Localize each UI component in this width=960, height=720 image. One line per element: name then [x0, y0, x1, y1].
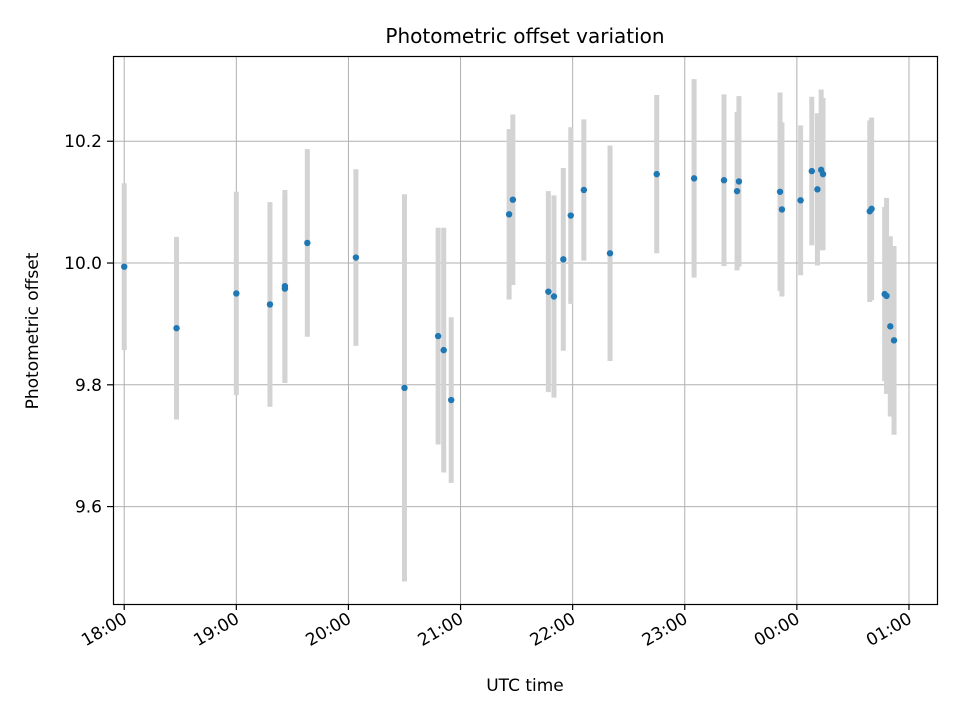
data-point	[173, 324, 180, 332]
data-point	[567, 212, 574, 219]
data-point	[266, 301, 274, 308]
data-point	[814, 186, 821, 193]
data-point	[550, 293, 558, 300]
data-point	[720, 177, 728, 184]
data-point	[447, 396, 455, 404]
data-point	[890, 337, 898, 344]
data-point	[778, 206, 786, 213]
data-points	[121, 166, 898, 404]
data-point	[560, 256, 567, 263]
data-point	[509, 196, 517, 203]
data-point	[580, 186, 588, 194]
data-point	[440, 346, 447, 354]
data-point	[733, 187, 741, 195]
data-point	[690, 175, 698, 182]
chart-title: Photometric offset variation	[385, 24, 664, 48]
data-point	[545, 288, 552, 295]
data-point	[505, 211, 513, 218]
data-point	[776, 188, 784, 195]
data-point	[352, 254, 360, 261]
y-tick-label: 10.0	[64, 254, 102, 274]
data-point	[401, 384, 408, 392]
data-point	[121, 263, 128, 270]
data-point	[883, 292, 890, 300]
y-tick-label: 10.2	[64, 132, 102, 152]
grid	[113, 56, 937, 604]
x-axis-title: UTC time	[486, 676, 564, 696]
data-point	[281, 285, 289, 292]
y-axis: 9.6 9.8 10.0 10.2	[64, 132, 113, 518]
data-point	[868, 205, 875, 213]
y-tick-label: 9.8	[75, 376, 102, 396]
data-point	[797, 197, 804, 204]
data-point	[887, 323, 894, 330]
data-point	[653, 170, 660, 178]
plot-frame	[112, 55, 939, 606]
data-point	[233, 290, 240, 297]
data-point	[434, 332, 442, 340]
data-point	[304, 239, 311, 247]
data-point	[819, 170, 827, 178]
y-axis-title: Photometric offset	[23, 252, 43, 409]
y-tick-label: 9.6	[75, 498, 102, 518]
data-point	[735, 178, 743, 185]
data-point	[808, 167, 816, 175]
data-point	[606, 250, 614, 257]
